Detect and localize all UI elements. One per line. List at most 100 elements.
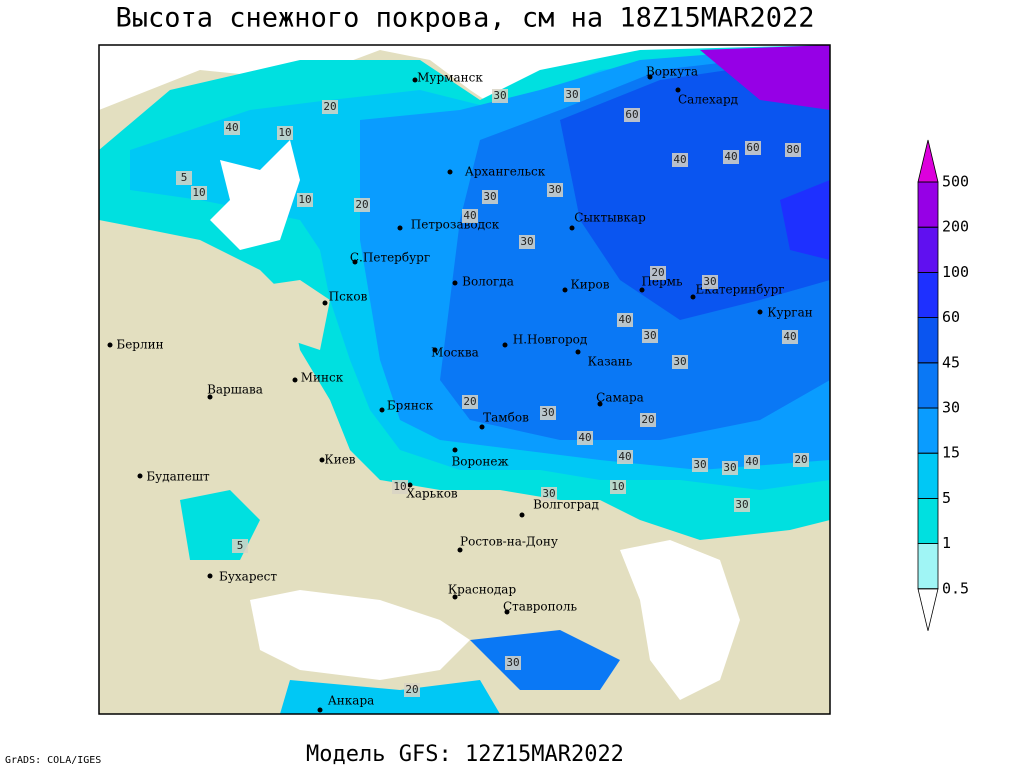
contour-label-bg [492,89,508,103]
black-sea [250,590,470,680]
city-dot [292,377,298,383]
contour-label: 40 [578,431,591,444]
city-dot [107,342,113,348]
colorbar-segment [917,181,939,228]
snow-caucasus [470,630,620,690]
contour-label: 10 [278,126,291,139]
city-dot [452,447,458,453]
colorbar-segment [917,226,939,273]
contour-label: 5 [181,171,188,184]
contour-label-bg [547,183,563,197]
colorbar-segment [917,362,939,409]
city-dot [319,457,325,463]
colorbar-label: 45 [942,353,960,371]
city-label: Казань [588,355,633,369]
city-label: Харьков [406,487,458,501]
contour-label: 80 [786,143,799,156]
contour-label: 20 [355,198,368,211]
colorbar-label: 60 [942,308,960,326]
city-label: Москва [431,346,479,360]
colorbar-segment [917,271,939,318]
contour-label-bg [232,539,248,553]
city-label: Будапешт [146,470,210,484]
colorbar-segment [917,452,939,499]
city-label: Курган [767,306,812,320]
city-dot [675,87,681,93]
city-label: Псков [329,290,368,304]
contour-label: 20 [651,266,664,279]
baltic-sea [210,140,300,250]
city-label: Минск [301,371,344,385]
contour-label-bg [505,656,521,670]
colorbar-label: 100 [942,263,969,281]
colorbar-segment [917,497,939,544]
city-label: Тамбов [483,411,529,425]
contour-label-bg [404,683,420,697]
contour-label: 30 [673,355,686,368]
contour-label: 20 [405,683,418,696]
city-dot [397,225,403,231]
credit: GrADS: COLA/IGES [5,755,101,766]
contour-label-bg [642,329,658,343]
contour-label: 20 [641,413,654,426]
contour-label-bg [734,498,750,512]
city-dot [519,512,525,518]
colorbar-label: 200 [942,218,969,236]
contour-label-bg [722,461,738,475]
colorbar-label: 1 [942,534,951,552]
contour-label: 60 [625,108,638,121]
city-label: Ставрополь [503,600,577,614]
contour-label: 40 [783,330,796,343]
contour-label-bg [462,395,478,409]
city-label: Воронеж [451,455,508,469]
city-dot [432,347,438,353]
city-dot [562,287,568,293]
contour-label: 30 [542,487,555,500]
contour-label-bg [224,121,240,135]
city-label: Петрозаводск [411,218,500,232]
city-dot [757,309,763,315]
contour-label-bg [462,209,478,223]
contour-label-bg [176,171,192,185]
contour-label-bg [354,198,370,212]
contour-label: 60 [746,141,759,154]
city-label: Вологда [462,275,514,289]
map-frame [98,44,831,715]
contour-label-bg [723,150,739,164]
city-dot [690,294,696,300]
city-dot [452,280,458,286]
city-label: Н.Новгород [513,333,588,347]
contour-label: 20 [794,453,807,466]
caspian-sea [620,540,740,700]
contour-label-bg [617,313,633,327]
snow-200 [700,45,830,110]
city-label: Мурманск [417,71,483,85]
city-dot [502,342,508,348]
colorbar-segment [917,543,939,590]
land-west [99,280,330,350]
colorbar-top [917,139,939,183]
contour-label-bg [564,88,580,102]
city-dot [457,547,463,553]
city-dot [379,407,385,413]
city-dot [479,424,485,430]
contour-label-bg [610,480,626,494]
city-dot [639,287,645,293]
city-dot [207,573,213,579]
contour-label: 40 [673,153,686,166]
contour-label-bg [702,275,718,289]
colorbar-bottom [917,588,939,631]
city-label: Анкара [328,694,375,708]
contour-label-bg [692,458,708,472]
city-label: Краснодар [448,583,517,597]
contour-label-bg [541,487,557,501]
snow-60 [780,180,830,260]
city-dot [504,609,510,615]
map [99,45,830,714]
city-label: С.Петербург [350,251,430,265]
contour-label-bg [577,431,593,445]
contour-label: 10 [611,480,624,493]
contour-label: 10 [393,480,406,493]
snow-anatolia [280,680,500,714]
colorbar-label: 15 [942,444,960,462]
